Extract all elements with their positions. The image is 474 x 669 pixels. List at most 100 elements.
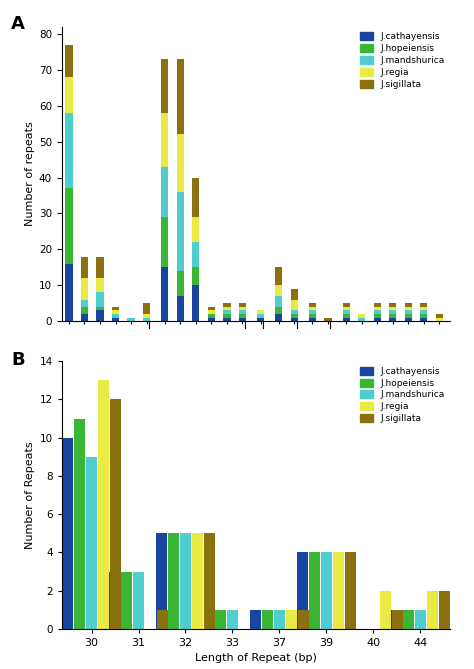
Bar bbox=[161, 217, 168, 268]
Text: B: B bbox=[11, 351, 25, 369]
Bar bbox=[96, 307, 104, 310]
Bar bbox=[427, 591, 438, 629]
Bar bbox=[143, 303, 150, 314]
Bar bbox=[358, 314, 365, 318]
Bar bbox=[420, 318, 428, 321]
Bar bbox=[121, 571, 132, 629]
Bar bbox=[62, 438, 73, 629]
Bar bbox=[81, 256, 88, 278]
Text: Length of repeat (bp) and motifs: Length of repeat (bp) and motifs bbox=[165, 386, 347, 396]
Bar bbox=[333, 553, 344, 629]
Bar bbox=[96, 292, 104, 307]
Legend: J.cathayensis, J.hopeiensis, J.mandshurica, J.regia, J.sigillata: J.cathayensis, J.hopeiensis, J.mandshuri… bbox=[356, 29, 448, 92]
Bar bbox=[223, 318, 230, 321]
Bar bbox=[297, 553, 308, 629]
Bar bbox=[275, 314, 283, 321]
Bar bbox=[208, 310, 215, 314]
Bar bbox=[389, 318, 396, 321]
Bar bbox=[227, 609, 238, 629]
Bar bbox=[389, 303, 396, 307]
Bar bbox=[156, 533, 167, 629]
Bar bbox=[81, 307, 88, 314]
Bar bbox=[86, 457, 97, 629]
Bar bbox=[65, 45, 73, 77]
Bar bbox=[110, 399, 121, 629]
X-axis label: Length of Repeat (bp): Length of Repeat (bp) bbox=[195, 654, 317, 664]
Bar bbox=[438, 591, 450, 629]
Bar bbox=[405, 307, 412, 310]
Bar bbox=[239, 314, 246, 318]
Bar bbox=[180, 533, 191, 629]
Bar bbox=[109, 571, 120, 629]
Bar bbox=[192, 177, 200, 217]
Bar bbox=[309, 318, 316, 321]
Bar bbox=[177, 59, 184, 134]
Bar bbox=[324, 318, 332, 321]
Bar bbox=[343, 303, 350, 307]
Text: A: A bbox=[11, 15, 25, 33]
Bar bbox=[208, 314, 215, 318]
Bar bbox=[223, 310, 230, 314]
Bar bbox=[321, 553, 332, 629]
Bar bbox=[223, 307, 230, 310]
Bar bbox=[389, 307, 396, 310]
Bar bbox=[309, 303, 316, 307]
Bar bbox=[343, 318, 350, 321]
Bar bbox=[298, 609, 309, 629]
Bar bbox=[420, 310, 428, 314]
Bar bbox=[309, 553, 320, 629]
Bar bbox=[177, 134, 184, 192]
Bar bbox=[112, 307, 119, 310]
Bar bbox=[65, 264, 73, 321]
Bar bbox=[208, 307, 215, 310]
Bar bbox=[291, 300, 298, 310]
Bar bbox=[239, 318, 246, 321]
Bar bbox=[275, 268, 283, 285]
Bar bbox=[405, 318, 412, 321]
Bar bbox=[275, 285, 283, 296]
Bar bbox=[112, 318, 119, 321]
Bar bbox=[415, 609, 426, 629]
Legend: J.cathayensis, J.hopeiensis, J.mandshurica, J.regia, J.sigillata: J.cathayensis, J.hopeiensis, J.mandshuri… bbox=[356, 363, 448, 427]
Bar bbox=[128, 318, 135, 321]
Y-axis label: Number of Repeats: Number of Repeats bbox=[25, 442, 35, 549]
Bar bbox=[250, 609, 261, 629]
Bar bbox=[257, 314, 264, 318]
Bar bbox=[374, 303, 381, 307]
Bar bbox=[309, 307, 316, 310]
Bar bbox=[420, 303, 428, 307]
Bar bbox=[403, 609, 414, 629]
Bar bbox=[157, 609, 168, 629]
Bar bbox=[380, 591, 391, 629]
Bar bbox=[192, 217, 200, 242]
Bar bbox=[65, 188, 73, 264]
Bar bbox=[286, 609, 297, 629]
Y-axis label: Number of repeats: Number of repeats bbox=[25, 122, 35, 226]
Bar bbox=[343, 307, 350, 310]
Bar bbox=[257, 310, 264, 314]
Bar bbox=[215, 609, 226, 629]
Bar bbox=[262, 609, 273, 629]
Bar bbox=[65, 77, 73, 113]
Bar bbox=[177, 271, 184, 296]
Bar bbox=[420, 307, 428, 310]
Bar bbox=[291, 314, 298, 318]
Bar bbox=[343, 310, 350, 314]
Bar bbox=[239, 307, 246, 310]
Bar bbox=[374, 307, 381, 310]
Bar bbox=[436, 314, 443, 318]
Bar bbox=[161, 59, 168, 113]
Bar bbox=[392, 609, 403, 629]
Bar bbox=[391, 609, 402, 629]
Bar bbox=[112, 310, 119, 314]
Bar bbox=[374, 318, 381, 321]
Bar bbox=[192, 268, 200, 285]
Bar bbox=[374, 310, 381, 314]
Bar bbox=[309, 310, 316, 314]
Bar bbox=[96, 278, 104, 292]
Bar bbox=[96, 256, 104, 278]
Bar bbox=[192, 285, 200, 321]
Bar bbox=[239, 310, 246, 314]
Bar bbox=[257, 318, 264, 321]
Bar bbox=[374, 314, 381, 318]
